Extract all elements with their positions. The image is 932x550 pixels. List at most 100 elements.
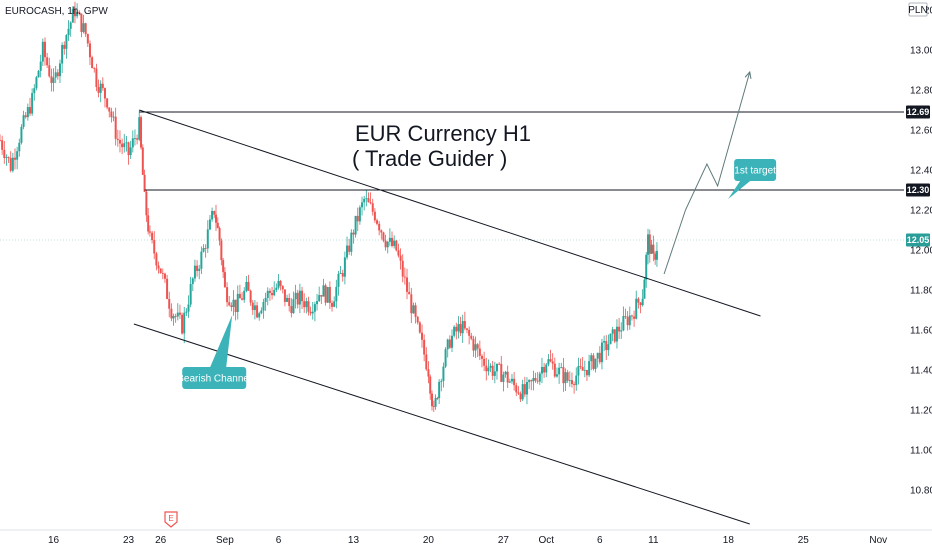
- candle-body: [262, 301, 265, 311]
- candle-body: [71, 8, 74, 23]
- candle: [438, 379, 441, 405]
- candle-body: [125, 142, 128, 144]
- time-axis[interactable]: 16 23 26 Sep 6 13 20 27 Oct 6 11 18 25 Nov: [48, 535, 887, 546]
- candle-body: [476, 344, 479, 349]
- candle: [213, 210, 216, 219]
- candle: [605, 335, 608, 360]
- candle-body: [281, 285, 284, 290]
- candle-body: [570, 380, 573, 385]
- candle-body: [110, 111, 113, 118]
- candle-body: [521, 384, 524, 400]
- candle-body: [583, 369, 586, 371]
- candle: [271, 286, 274, 300]
- candle-body: [545, 364, 548, 373]
- candle: [294, 284, 297, 309]
- candle: [361, 196, 364, 216]
- callouts: 1st target Bearish Channel: [177, 159, 776, 389]
- candle: [517, 386, 520, 396]
- candle: [399, 248, 402, 270]
- candle: [429, 374, 432, 400]
- candle: [116, 129, 119, 147]
- candle-body: [26, 107, 29, 118]
- candle-body: [648, 234, 651, 254]
- candle: [421, 324, 424, 348]
- candle: [472, 335, 475, 357]
- y-tick-label: 11.60: [910, 326, 932, 337]
- candle: [369, 192, 372, 205]
- candle-body: [67, 28, 70, 36]
- candle: [596, 352, 599, 368]
- candle-body: [380, 230, 383, 233]
- candle: [457, 316, 460, 339]
- candle: [123, 134, 126, 153]
- candle-body: [200, 251, 203, 269]
- level-tag-label: 12.30: [907, 185, 930, 195]
- candle: [620, 322, 623, 339]
- candle-body: [502, 374, 505, 382]
- candle: [22, 110, 25, 130]
- candle: [549, 349, 552, 363]
- candle-body: [418, 322, 421, 333]
- candle-body: [251, 302, 254, 310]
- candle-body: [253, 305, 256, 310]
- candle: [461, 314, 464, 343]
- candle: [166, 274, 169, 300]
- candle-body: [54, 72, 57, 78]
- currency-box[interactable]: [908, 2, 928, 17]
- candle: [93, 67, 96, 73]
- candle: [455, 322, 458, 340]
- candle: [277, 274, 280, 290]
- candle: [168, 291, 171, 318]
- candle: [588, 354, 591, 378]
- candle-body: [271, 293, 274, 296]
- candle-body: [273, 289, 276, 296]
- candle-body: [361, 202, 364, 208]
- candle-body: [174, 315, 177, 317]
- candle: [575, 367, 578, 391]
- candle-body: [431, 393, 434, 407]
- candle: [448, 335, 451, 349]
- candle-body: [408, 291, 411, 295]
- y-tick-label: 12.80: [910, 86, 932, 97]
- x-tick-label: 18: [723, 535, 735, 546]
- candle: [600, 338, 603, 370]
- candle-body: [303, 301, 306, 308]
- candle: [33, 84, 36, 101]
- candle-body: [528, 380, 531, 383]
- earnings-event-marker[interactable]: E: [164, 511, 178, 528]
- candle: [16, 146, 19, 170]
- candle-body: [566, 372, 569, 381]
- candle: [648, 229, 651, 263]
- candle: [367, 192, 370, 203]
- candle: [376, 218, 379, 226]
- candle: [258, 311, 261, 321]
- candle-body: [579, 366, 582, 367]
- drawings: [0, 70, 904, 525]
- candle-body: [483, 358, 486, 366]
- candle-body: [356, 215, 359, 222]
- candle: [335, 279, 338, 309]
- candle-body: [63, 44, 66, 49]
- candle-body: [296, 292, 299, 305]
- candle: [86, 33, 89, 47]
- candle-body: [311, 311, 314, 314]
- candle: [311, 301, 314, 320]
- candle-body: [163, 273, 166, 279]
- callout: Bearish Channel: [177, 315, 251, 389]
- currency-label[interactable]: PLN: [908, 5, 927, 16]
- candle: [348, 238, 351, 255]
- projection-arrowhead: [744, 70, 752, 79]
- candle: [528, 378, 531, 390]
- candle: [206, 220, 209, 253]
- candle: [328, 281, 331, 310]
- x-tick-label: 23: [123, 535, 135, 546]
- candle-body: [397, 250, 400, 256]
- candle-body: [133, 138, 136, 140]
- candle: [131, 130, 134, 153]
- candle: [143, 169, 146, 193]
- candle: [326, 286, 329, 303]
- candle-body: [536, 380, 539, 382]
- candle: [581, 356, 584, 371]
- candle: [427, 361, 430, 384]
